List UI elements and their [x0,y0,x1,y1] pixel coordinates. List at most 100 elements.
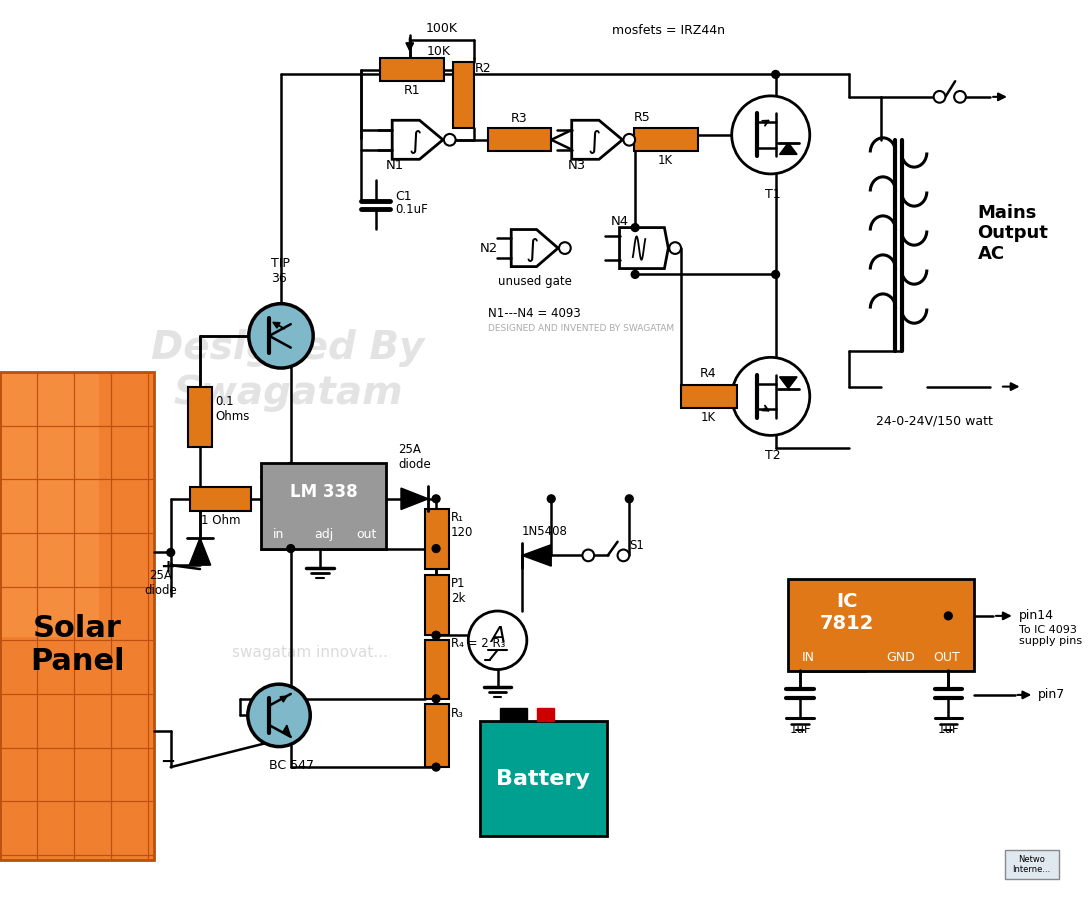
Polygon shape [571,120,622,160]
Text: N1: N1 [385,160,404,172]
Circle shape [248,685,310,747]
Text: OUT: OUT [934,651,960,665]
Bar [2,374,99,638]
Circle shape [631,224,639,232]
Text: 1K: 1K [658,154,673,168]
Text: P1
2k: P1 2k [450,577,466,605]
Bar [425,640,448,699]
Polygon shape [619,227,668,269]
Circle shape [468,611,527,669]
Text: adj: adj [314,529,334,541]
Bar [1005,850,1059,879]
Bar [190,487,250,511]
Bar [487,128,552,152]
Text: T2: T2 [765,449,780,462]
Text: IC
7812: IC 7812 [819,593,874,633]
Circle shape [166,548,175,557]
Bar [453,61,474,128]
Bar [681,384,737,408]
Bar [425,575,448,635]
Text: T1: T1 [765,188,780,200]
Text: Netwo
Interne...: Netwo Interne... [1012,855,1050,874]
Text: Swagatam: Swagatam [173,374,403,412]
Circle shape [559,243,571,254]
Text: GND: GND [886,651,915,665]
Circle shape [547,495,555,502]
Circle shape [934,91,945,103]
Circle shape [771,271,779,279]
Text: 1uF: 1uF [789,723,811,736]
Circle shape [432,495,440,502]
Text: S1: S1 [629,539,644,552]
Text: Designed By: Designed By [151,328,424,366]
Polygon shape [401,488,429,510]
Text: $\int$: $\int$ [588,128,601,156]
Circle shape [249,304,313,368]
Text: in: in [273,529,285,541]
Text: −: − [160,753,175,771]
Text: 25A
diode: 25A diode [145,569,177,597]
Bar [634,128,697,152]
Text: R5: R5 [634,111,651,124]
Text: out: out [356,529,376,541]
Text: N2: N2 [480,242,497,254]
Circle shape [582,549,594,561]
Circle shape [669,243,681,254]
Text: Mains
Output
AC: Mains Output AC [978,204,1049,263]
Circle shape [432,695,440,703]
Circle shape [432,631,440,640]
Text: R1: R1 [404,84,421,97]
Circle shape [771,70,779,78]
Text: 1K: 1K [701,411,716,424]
Polygon shape [522,545,552,566]
Circle shape [432,545,440,552]
Text: Battery: Battery [496,769,591,789]
Circle shape [444,133,456,145]
Bar [261,463,386,548]
Polygon shape [779,377,798,389]
Text: To IC 4093
supply pins: To IC 4093 supply pins [1018,624,1081,646]
Circle shape [618,549,629,561]
Text: 1uF: 1uF [938,723,960,736]
Circle shape [432,631,440,640]
Circle shape [732,357,809,436]
Bar [425,509,448,569]
Text: pin7: pin7 [1038,688,1065,702]
Text: TIP
36: TIP 36 [271,257,290,285]
Text: 0.1uF: 0.1uF [395,203,428,216]
Text: A: A [490,626,505,647]
Bar [188,387,212,447]
Text: pin14: pin14 [1018,610,1053,622]
Text: 25A
diode: 25A diode [398,444,431,472]
Circle shape [944,612,952,620]
Text: C1: C1 [395,189,411,203]
Bar [0,372,154,860]
Text: LM 338: LM 338 [290,483,358,501]
Text: 1 Ohm: 1 Ohm [201,514,240,528]
Text: Solar
Panel: Solar Panel [29,614,124,676]
Text: 100K: 100K [425,22,457,35]
Text: unused gate: unused gate [497,275,571,289]
Text: 0.1
Ohms: 0.1 Ohms [215,395,250,423]
Polygon shape [779,143,798,154]
Text: N4: N4 [610,215,629,227]
Circle shape [732,96,809,174]
Polygon shape [283,725,290,737]
Circle shape [954,91,966,103]
Polygon shape [511,229,558,267]
Text: 24-0-24V/150 watt: 24-0-24V/150 watt [876,414,993,428]
Circle shape [623,133,635,145]
Circle shape [287,545,295,552]
Text: swagatam innovat...: swagatam innovat... [232,646,388,660]
Bar [789,579,974,671]
Text: R₁
120: R₁ 120 [450,511,473,538]
Bar [499,707,527,722]
Text: 1N5408: 1N5408 [522,525,568,538]
Bar [381,58,444,81]
Bar [480,722,607,836]
Text: R₃: R₃ [450,707,463,720]
Text: R₄ = 2 R₃: R₄ = 2 R₃ [450,637,505,649]
Text: N1---N4 = 4093: N1---N4 = 4093 [487,307,581,320]
Circle shape [432,763,440,771]
Text: $\int$: $\int$ [524,236,539,264]
